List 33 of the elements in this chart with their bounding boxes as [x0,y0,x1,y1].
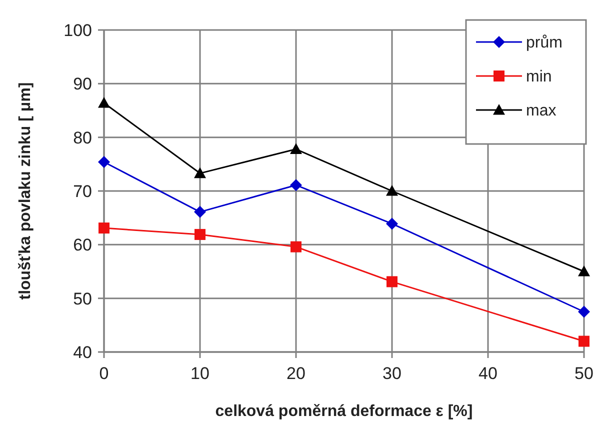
legend-label: min [526,68,552,86]
point [386,185,398,196]
point [194,167,206,178]
y-tick-label: 40 [73,342,92,362]
x-tick-label: 0 [99,364,109,383]
y-axis-title: tloušťka povlaku zinku [ μm] [17,82,34,300]
point [194,206,206,218]
legend-label: prům [526,34,562,52]
x-axis-title: celková poměrná deformace ε [%] [215,403,473,420]
x-tick-label: 30 [382,364,402,383]
point [98,156,110,168]
point [194,228,206,240]
point [386,218,398,230]
point [290,241,302,252]
point [98,222,110,234]
point [578,306,590,318]
legend-label: max [526,102,556,120]
x-tick-label: 20 [286,364,306,383]
y-tick-label: 90 [73,74,92,94]
y-tick-label: 50 [73,289,92,308]
point [386,276,398,288]
point [290,179,302,192]
y-tick-label: 80 [73,128,92,148]
x-tick-label: 40 [478,364,498,383]
x-tick-label: 50 [574,364,594,383]
x-tick-label: 10 [190,364,210,383]
point [290,143,302,154]
y-tick-label: 70 [73,182,92,201]
point [578,336,590,347]
point [98,96,110,108]
y-tick-label: 100 [64,20,92,40]
y-tick-label: 60 [73,236,92,255]
point [578,266,590,276]
